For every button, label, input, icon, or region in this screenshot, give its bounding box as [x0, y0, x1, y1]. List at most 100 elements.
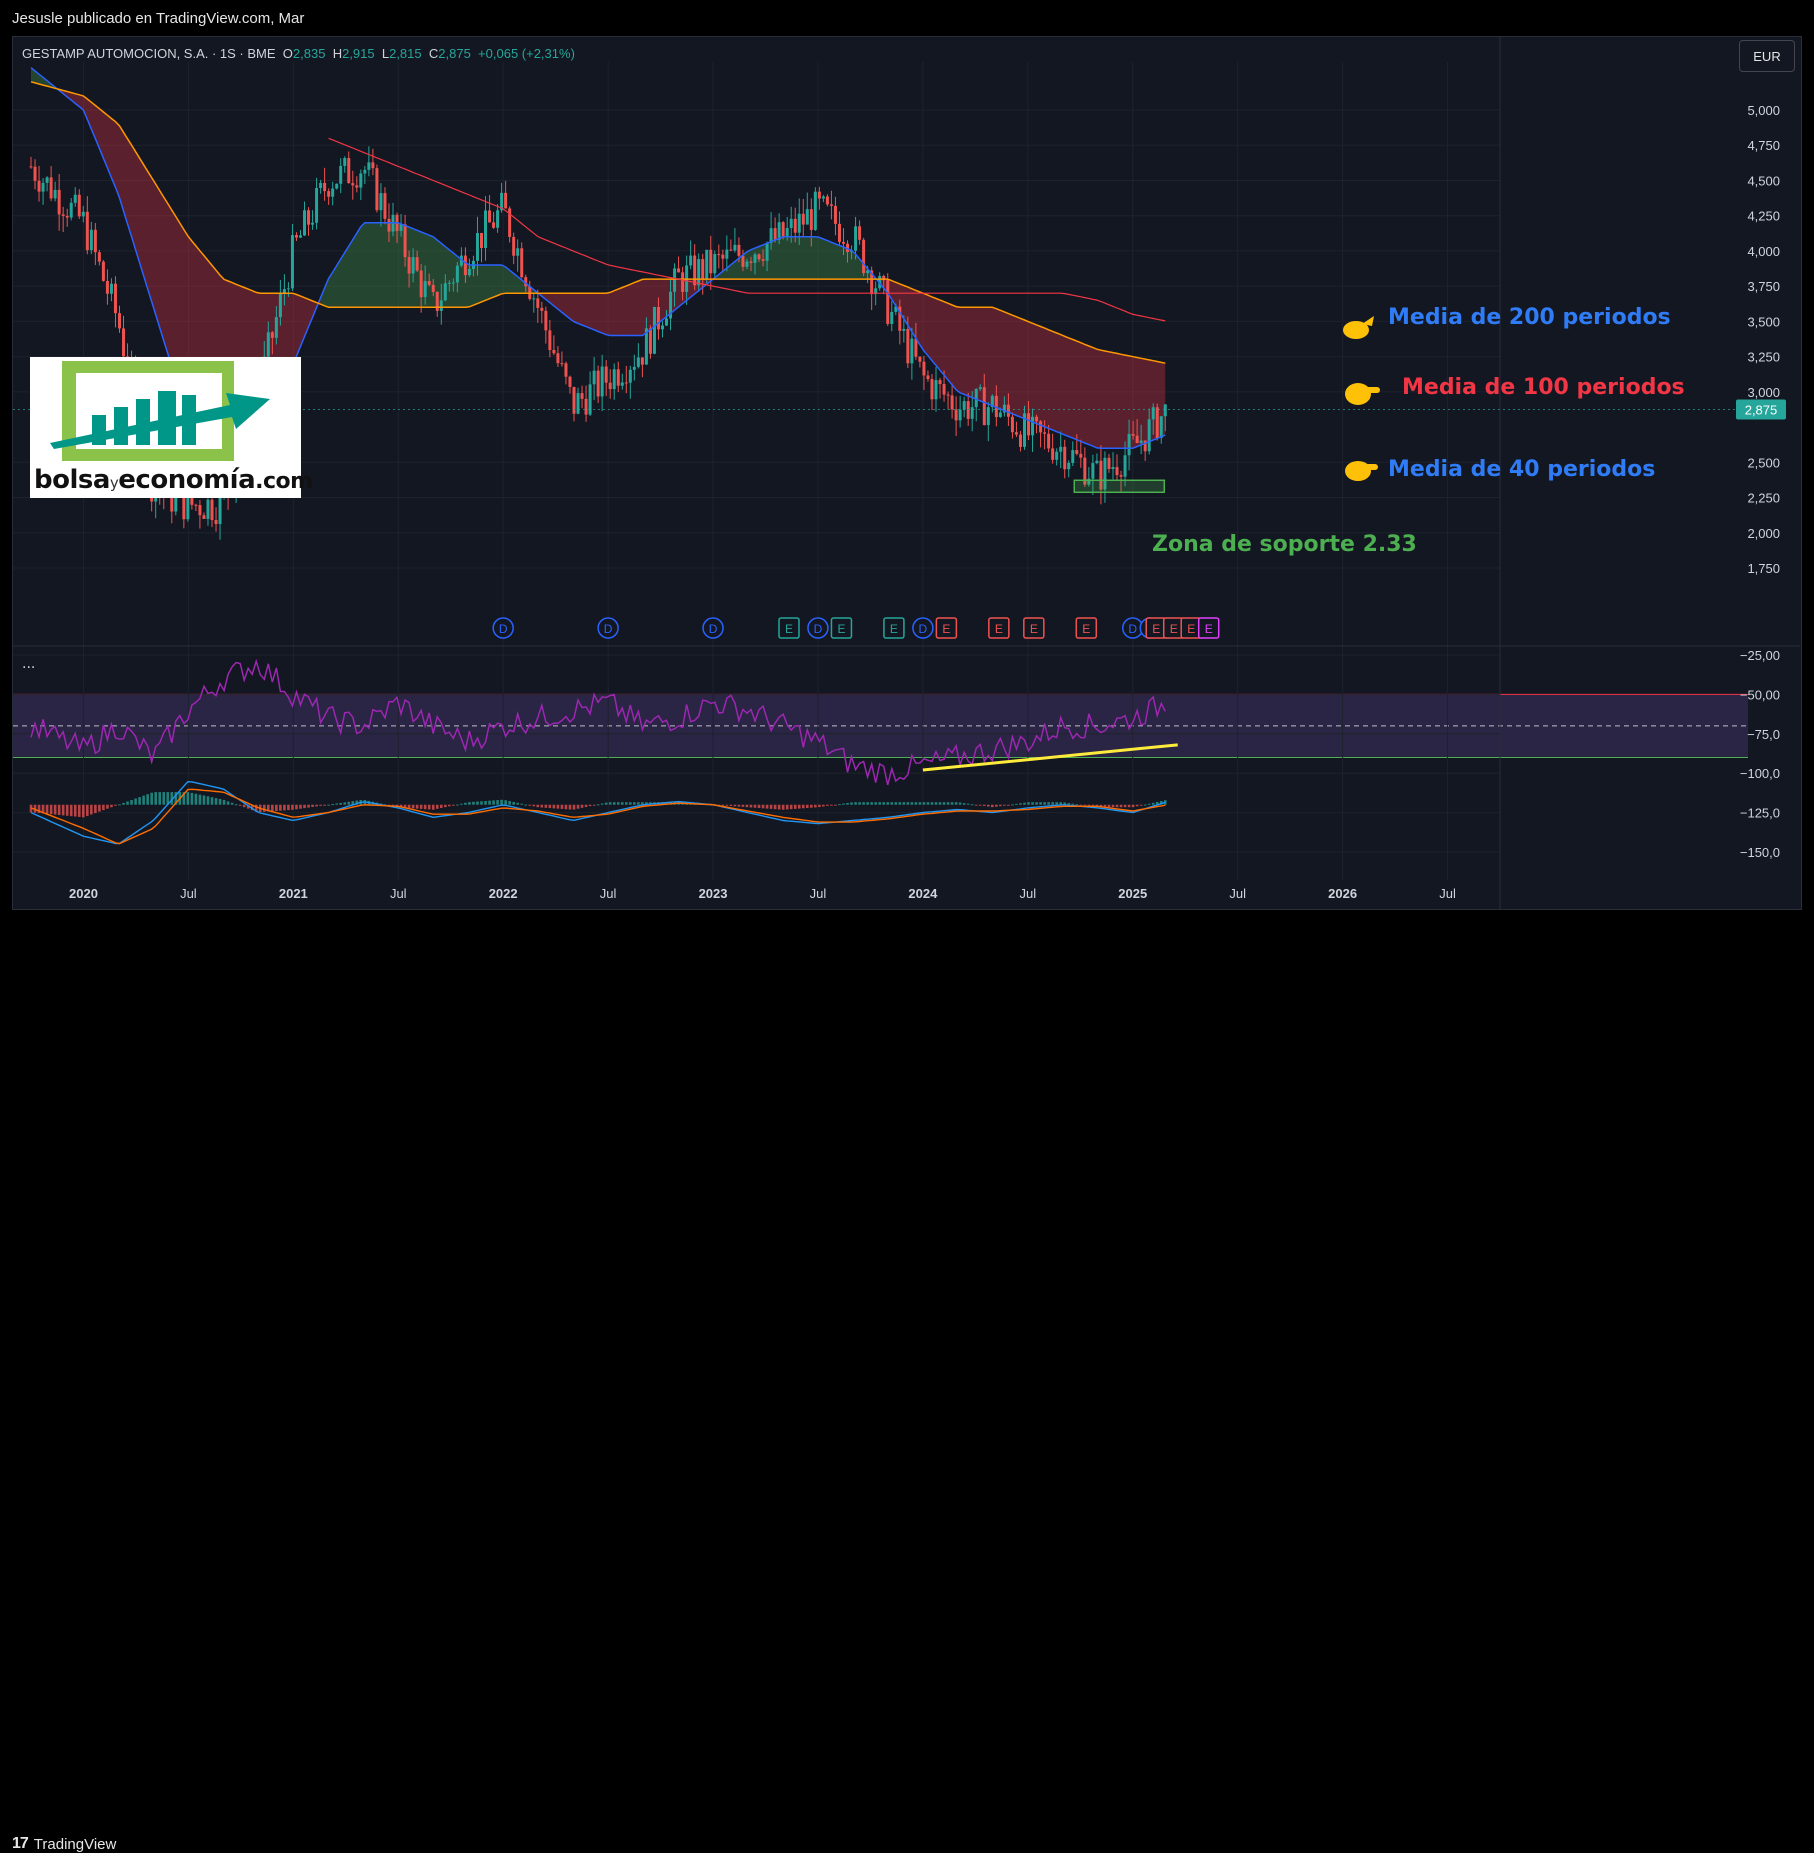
candle-up — [600, 366, 604, 397]
price-chart[interactable]: 2020 Jul 2021 Jul 2022 Jul 2023 Jul 2024 Jul 2025 J… — [0, 0, 1814, 956]
candle-up — [1111, 467, 1115, 469]
price-axis-tick: 3,750 — [1747, 279, 1780, 294]
candle-down — [737, 244, 741, 256]
candle-up — [443, 283, 447, 301]
macd-bar-up — [355, 800, 359, 805]
candle-up — [874, 288, 878, 295]
earnings-marker — [830, 617, 853, 639]
macd-bar-up — [468, 802, 471, 805]
macd-bar-down — [61, 804, 65, 816]
macd-bar-down — [999, 804, 1002, 807]
macd-bar-up — [838, 804, 841, 806]
candle-down — [488, 210, 492, 223]
macd-bar-down — [102, 804, 105, 811]
time-axis-label: Jul — [1229, 886, 1246, 901]
macd-bar-down — [254, 804, 258, 812]
macd-bar-up — [134, 798, 137, 805]
candle-down — [898, 306, 902, 331]
close-value: 2,875 — [438, 46, 471, 61]
macd-bar-down — [1007, 804, 1010, 806]
candle-down — [512, 236, 516, 256]
candle-up — [1071, 450, 1075, 463]
macd-bar-down — [741, 804, 745, 807]
candle-down — [942, 384, 946, 395]
candle-up — [484, 210, 488, 248]
dividend-marker-label: D — [709, 622, 718, 636]
macd-bar-down — [584, 804, 588, 807]
currency-button[interactable]: EUR — [1739, 40, 1795, 72]
candle-up — [1095, 460, 1099, 464]
macd-bar-down — [303, 804, 306, 809]
candle-down — [681, 272, 685, 292]
macd-bar-up — [1023, 802, 1026, 805]
candle-up — [298, 235, 302, 238]
macd-bar-up — [1031, 802, 1034, 805]
candle-up — [990, 395, 994, 408]
candle-down — [837, 223, 841, 242]
macd-bar-down — [568, 804, 572, 810]
candle-down — [1027, 413, 1031, 436]
macd-bar-down — [785, 804, 789, 810]
candle-up — [797, 213, 801, 233]
candle-up — [274, 317, 278, 338]
macd-bar-up — [150, 792, 153, 805]
candle-up — [399, 224, 403, 231]
macd-bar-up — [1071, 803, 1075, 805]
candle-up — [266, 332, 270, 357]
macd-bar-up — [1019, 803, 1022, 805]
candle-down — [37, 180, 41, 192]
macd-bar-up — [1043, 802, 1046, 805]
candle-down — [709, 249, 713, 274]
macd-bar-down — [556, 804, 560, 809]
candle-up — [813, 191, 817, 230]
macd-bar-down — [73, 804, 77, 817]
last-price-badge — [1736, 399, 1786, 420]
earnings-marker-label: E — [1152, 622, 1160, 636]
candle-down — [307, 210, 311, 225]
chart-frame[interactable] — [12, 36, 1802, 910]
macd-bar-up — [456, 804, 459, 806]
candle-up — [411, 257, 415, 274]
candle-up — [576, 393, 580, 414]
macd-bar-up — [970, 804, 974, 806]
earnings-marker-label: E — [1082, 622, 1090, 636]
candle-down — [946, 394, 950, 396]
candle-down — [65, 215, 69, 218]
candle-down — [508, 208, 512, 237]
macd-bar-down — [57, 804, 61, 815]
macd-bar-up — [950, 802, 954, 805]
candle-up — [644, 328, 648, 365]
candle-up — [805, 209, 809, 225]
tradingview-brand[interactable]: 17 TradingView — [12, 1835, 116, 1853]
candle-down — [966, 401, 970, 419]
macd-bar-up — [480, 801, 483, 805]
macd-bar-up — [190, 792, 194, 805]
macd-bar-up — [1067, 803, 1071, 805]
candle-up — [475, 232, 479, 261]
candle-down — [403, 224, 407, 258]
indicator-menu-button[interactable]: ... — [22, 656, 36, 672]
candle-down — [492, 222, 496, 228]
macd-bar-up — [343, 802, 347, 805]
macd-bar-down — [830, 804, 833, 806]
macd-bar-down — [1079, 804, 1083, 806]
macd-bar-down — [110, 804, 113, 808]
low-value: 2,815 — [389, 46, 422, 61]
candle-up — [339, 165, 343, 184]
candle-up — [290, 235, 294, 289]
high-label: H — [332, 46, 343, 61]
macd-bar-down — [560, 804, 564, 809]
macd-bar-up — [460, 803, 463, 805]
candle-up — [769, 228, 773, 243]
macd-bar-up — [500, 799, 503, 805]
candle-down — [1014, 432, 1018, 435]
macd-bar-down — [1111, 804, 1115, 808]
price-axis-tick: 1,750 — [1747, 561, 1780, 576]
macd-bar-up — [1039, 802, 1042, 805]
symbol-header: GESTAMP AUTOMOCION, S.A. · 1S · BME O2,8… — [22, 46, 575, 61]
candle-down — [57, 189, 61, 215]
macd-bar-up — [862, 802, 865, 805]
price-axis-tick: 2,500 — [1747, 455, 1780, 470]
macd-bar-down — [443, 804, 447, 808]
macd-bar-down — [1127, 804, 1131, 808]
